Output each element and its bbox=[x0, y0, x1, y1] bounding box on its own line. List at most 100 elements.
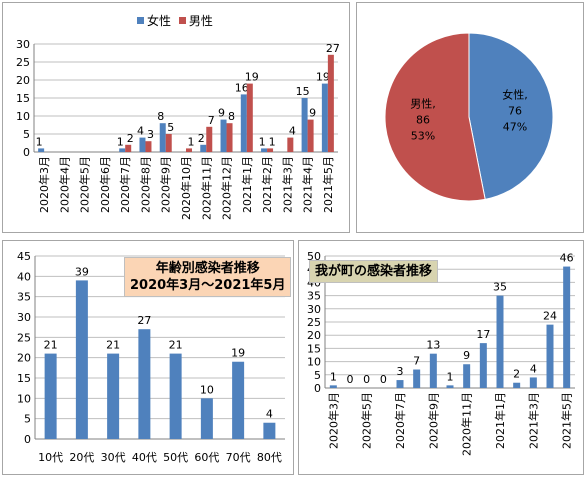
pie-label: 47% bbox=[503, 121, 527, 134]
y-tick-label: 35 bbox=[17, 291, 31, 304]
data-label: 0 bbox=[363, 373, 370, 386]
y-tick-label: 0 bbox=[24, 433, 31, 446]
bar bbox=[226, 123, 233, 152]
x-tick-label: 50代 bbox=[163, 451, 188, 464]
bar bbox=[267, 148, 274, 152]
x-tick-label: 2020年9月 bbox=[159, 156, 173, 213]
x-tick-label: 2021年1月 bbox=[240, 156, 254, 213]
town-infection-chart: 0510152025303540455012020年3月002020年5月032… bbox=[298, 240, 584, 475]
chart-legend: 女性 男性 bbox=[137, 12, 217, 29]
data-label: 2 bbox=[127, 132, 134, 145]
x-tick-label: 2020年7月 bbox=[118, 156, 132, 213]
x-tick-label: 2021年4月 bbox=[301, 156, 315, 213]
x-tick-label: 2020年11月 bbox=[199, 156, 213, 220]
legend-label-male: 男性 bbox=[188, 14, 213, 28]
pie-label: 76 bbox=[508, 105, 522, 118]
x-tick-label: 2021年5月 bbox=[560, 392, 574, 449]
bar bbox=[186, 148, 192, 152]
bar bbox=[307, 119, 314, 152]
data-label: 21 bbox=[169, 339, 183, 352]
x-tick-label: 20代 bbox=[69, 451, 94, 464]
data-label: 4 bbox=[289, 125, 296, 138]
bar bbox=[240, 94, 247, 152]
y-tick-label: 25 bbox=[16, 56, 30, 69]
data-label: 0 bbox=[347, 373, 354, 386]
x-tick-label: 10代 bbox=[38, 451, 63, 464]
x-tick-label: 2020年3月 bbox=[37, 156, 51, 213]
x-tick-label: 80代 bbox=[257, 451, 282, 464]
data-label: 16 bbox=[235, 81, 249, 94]
y-tick-label: 45 bbox=[17, 250, 31, 263]
bar bbox=[261, 148, 268, 152]
pie-slice bbox=[384, 32, 486, 202]
x-tick-label: 2020年6月 bbox=[98, 156, 112, 213]
data-label: 0 bbox=[380, 373, 387, 386]
data-label: 27 bbox=[326, 42, 340, 55]
data-label: 1 bbox=[259, 135, 266, 148]
y-tick-label: 40 bbox=[17, 270, 31, 283]
pie-label: 男性, bbox=[410, 96, 436, 110]
data-label: 7 bbox=[208, 114, 215, 127]
bar bbox=[513, 382, 521, 388]
legend-label-female: 女性 bbox=[147, 14, 172, 28]
data-label: 13 bbox=[426, 339, 440, 352]
x-tick-label: 60代 bbox=[194, 451, 219, 464]
y-tick-label: 5 bbox=[24, 413, 31, 426]
x-tick-label: 2020年9月 bbox=[426, 392, 440, 449]
data-label: 8 bbox=[228, 110, 235, 123]
bar bbox=[301, 98, 308, 152]
bar bbox=[139, 137, 146, 152]
bar bbox=[479, 343, 487, 388]
y-tick-label: 5 bbox=[23, 128, 30, 141]
gender-monthly-chart: 女性 男性 0 5 10 15 20 25 30 1 2020年3月 2020年4月 2020年5月… bbox=[2, 2, 350, 233]
data-label: 2 bbox=[198, 132, 205, 145]
x-tick-label: 2021年2月 bbox=[260, 156, 274, 213]
y-tick-label: 50 bbox=[307, 250, 321, 263]
bar bbox=[287, 137, 294, 152]
bar bbox=[463, 364, 471, 388]
y-tick-label: 20 bbox=[307, 329, 321, 342]
y-tick-label: 25 bbox=[307, 316, 321, 329]
data-label: 15 bbox=[296, 85, 310, 98]
y-tick-label: 10 bbox=[16, 110, 30, 123]
data-label: 4 bbox=[266, 408, 273, 421]
age-chart-title-line2: 2020年3月～2021年5月 bbox=[130, 278, 286, 293]
data-label: 9 bbox=[463, 349, 470, 362]
bar bbox=[546, 324, 554, 388]
y-tick-label: 10 bbox=[307, 356, 321, 369]
bar bbox=[263, 422, 276, 439]
x-tick-label: 2020年3月 bbox=[326, 392, 340, 449]
bar bbox=[246, 83, 253, 152]
data-label: 2 bbox=[513, 368, 520, 381]
y-tick-label: 30 bbox=[307, 303, 321, 316]
data-label: 35 bbox=[493, 281, 507, 294]
bar bbox=[44, 353, 57, 439]
y-tick-label: 15 bbox=[17, 372, 31, 385]
data-label: 21 bbox=[106, 339, 120, 352]
legend-item-female: 女性 bbox=[137, 14, 171, 28]
age-group-plot: 0 5 10 15 20 25 30 35 40 45 21 10代 39 20代 21 30代 27 40代 21… bbox=[17, 250, 285, 464]
data-label: 1 bbox=[269, 135, 276, 148]
age-chart-title: 年齢別感染者推移 2020年3月～2021年5月 bbox=[124, 257, 292, 297]
y-tick-label: 20 bbox=[16, 74, 30, 87]
bar bbox=[119, 148, 126, 152]
data-label: 27 bbox=[137, 314, 151, 327]
pie-label: 86 bbox=[416, 113, 430, 126]
x-tick-label: 2020年10月 bbox=[179, 156, 193, 220]
legend-swatch-male bbox=[178, 17, 186, 24]
y-tick-label: 15 bbox=[307, 342, 321, 355]
x-tick-label: 2020年8月 bbox=[138, 156, 152, 213]
y-tick-label: 30 bbox=[17, 311, 31, 324]
data-label: 1 bbox=[188, 135, 195, 148]
data-label: 3 bbox=[147, 128, 154, 141]
data-label: 9 bbox=[309, 107, 316, 120]
pie-slice bbox=[468, 32, 554, 201]
y-tick-label: 30 bbox=[16, 38, 30, 51]
bar bbox=[529, 377, 537, 388]
x-tick-label: 2021年5月 bbox=[321, 156, 335, 213]
bar bbox=[329, 385, 337, 388]
bar bbox=[446, 385, 454, 388]
data-label: 4 bbox=[137, 125, 144, 138]
bar bbox=[169, 353, 182, 439]
